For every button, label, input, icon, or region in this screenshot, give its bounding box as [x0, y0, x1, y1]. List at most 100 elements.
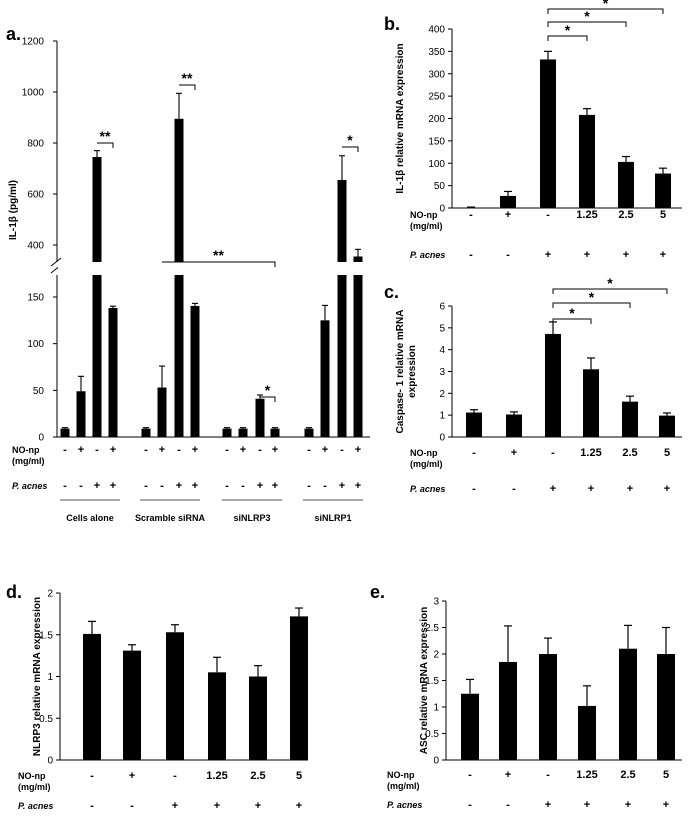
- panel-a-row-value: -: [225, 444, 229, 456]
- panel-c-row-value: -: [472, 447, 476, 459]
- panel-d-row-label: P. acnes: [18, 801, 53, 811]
- panel-a-row-value: -: [241, 480, 245, 492]
- panel-c-row-value: 1.25: [580, 447, 601, 459]
- panel-b-letter: b.: [384, 14, 400, 34]
- panel-c-ylabel: Caspase- 1 relative mRNA: [395, 310, 406, 434]
- panel-a-ytick-label: 100: [27, 339, 44, 350]
- panel-a-significance-bracket: [179, 84, 196, 90]
- panel-a-row-value: -: [144, 444, 148, 456]
- panel-b-ytick-label: 150: [428, 136, 445, 147]
- panel-a-significance-label: **: [182, 70, 193, 86]
- panel-d-row-value: -: [90, 800, 94, 812]
- panel-a-row-value: +: [339, 480, 345, 492]
- panel-b-bar: [618, 161, 634, 208]
- panel-b-row-value: -: [506, 249, 510, 261]
- panel-e-ytick-label: 1: [433, 703, 439, 714]
- panel-e-row-value: +: [545, 799, 551, 811]
- panel-c-bar: [506, 414, 522, 437]
- panel-c-significance-bracket: [552, 288, 668, 294]
- panel-c-row-value: +: [550, 483, 556, 495]
- panel-b-bar: [500, 195, 516, 208]
- panel-a-ytick-label: 50: [33, 386, 45, 397]
- panel-d-row-value: +: [296, 800, 302, 812]
- panel-a-bar: [108, 307, 118, 437]
- panel-c-bar: [659, 415, 675, 437]
- panel-a-bar: [157, 387, 167, 437]
- panel-d-bar: [83, 633, 101, 760]
- panel-b-row-label: NO-np: [410, 210, 438, 220]
- panel-e-row-label: NO-np: [387, 770, 415, 780]
- panel-b-ytick-label: 350: [428, 47, 445, 58]
- panel-a-row-value: +: [94, 480, 100, 492]
- panel-c-ytick-label: 3: [439, 367, 445, 378]
- panel-a-row-value: -: [63, 444, 67, 456]
- panel-b-ytick-label: 0: [439, 204, 445, 215]
- panel-e-row-label: P. acnes: [387, 800, 422, 810]
- panel-e-row-value: +: [584, 799, 590, 811]
- panel-a-significance-bracket: [97, 142, 114, 148]
- panel-b-bar: [655, 173, 671, 208]
- panel-e-ylabel: ASC relative mRNA expression: [419, 607, 430, 754]
- panel-a-bar: [92, 157, 102, 437]
- panel-d-row-value: -: [90, 770, 94, 782]
- panel-e-row-value: -: [506, 799, 510, 811]
- panel-b-ylabel: IL-1β relative mRNA expression: [395, 43, 406, 193]
- panel-c-row-value: +: [664, 483, 670, 495]
- panel-a-group-label: Cells alone: [66, 513, 114, 523]
- panel-a-ytick-label: 400: [27, 241, 44, 252]
- panel-d-row-value: 2.5: [250, 770, 265, 782]
- panel-a-row-value: -: [63, 480, 67, 492]
- panel-e-ytick-label: 0.5: [425, 729, 439, 740]
- panel-c-ytick-label: 4: [439, 345, 445, 356]
- panel-e-row-value: 1.25: [576, 769, 597, 781]
- panel-b-row-value: +: [660, 249, 666, 261]
- panel-a-significance-bracket: [260, 396, 276, 402]
- panel-d-ytick-label: 0.5: [39, 714, 53, 725]
- panel-d-row-value: 5: [296, 770, 302, 782]
- panel-e-letter: e.: [370, 582, 386, 602]
- panel-d-ytick-label: 0: [47, 756, 53, 767]
- panel-c-row-value: +: [627, 483, 633, 495]
- panel-a-row-value: +: [272, 480, 278, 492]
- panel-a-row-value: +: [176, 480, 182, 492]
- panel-c-row-value: 5: [664, 447, 670, 459]
- panel-b-row-label: P. acnes: [410, 250, 445, 260]
- panel-a-bar: [174, 118, 184, 438]
- panel-a-row-value: -: [95, 444, 99, 456]
- panel-c-row-value: +: [588, 483, 594, 495]
- panel-d-row-value: -: [173, 770, 177, 782]
- panel-e-row-value: +: [625, 799, 631, 811]
- panel-c-ytick-label: 0: [439, 433, 445, 444]
- panel-c-bar: [583, 369, 599, 437]
- panel-b-row-value: 5: [660, 209, 666, 221]
- panel-c-row-value: +: [511, 447, 517, 459]
- panel-c-significance-bracket: [552, 302, 631, 308]
- panel-b-row-value: +: [505, 209, 511, 221]
- panel-b-row-value: +: [584, 249, 590, 261]
- panel-d-row-value: -: [130, 800, 134, 812]
- panel-a-bar: [304, 428, 314, 437]
- panel-e-bar: [578, 705, 596, 760]
- panel-b-row-value: +: [545, 249, 551, 261]
- panel-e-row-value: +: [663, 799, 669, 811]
- panel-d-row-value: +: [129, 770, 135, 782]
- panel-a-row-value: +: [110, 444, 116, 456]
- panel-c-ytick-label: 1: [439, 411, 445, 422]
- panel-c-bar: [545, 333, 561, 437]
- panel-c-significance-bracket: [552, 318, 592, 324]
- panel-b-row-label-unit: (mg/ml): [410, 221, 443, 231]
- panel-d-row-value: +: [172, 800, 178, 812]
- panel-b-significance-label: *: [584, 8, 590, 24]
- panel-c-ytick-label: 5: [439, 323, 445, 334]
- panel-c-letter: c.: [384, 282, 400, 302]
- panel-a-row-value: +: [272, 444, 278, 456]
- panel-a-row-value: -: [258, 444, 262, 456]
- panel-b-row-value: -: [469, 249, 473, 261]
- panel-a-bar: [76, 391, 86, 437]
- panel-a-bar: [270, 428, 280, 437]
- panel-d-bar: [166, 632, 184, 760]
- panel-b-bar: [579, 114, 595, 208]
- panel-a-row-value: -: [307, 480, 311, 492]
- panel-a-ytick-label: 800: [27, 139, 44, 150]
- panel-e-row-label-unit: (mg/ml): [387, 781, 420, 791]
